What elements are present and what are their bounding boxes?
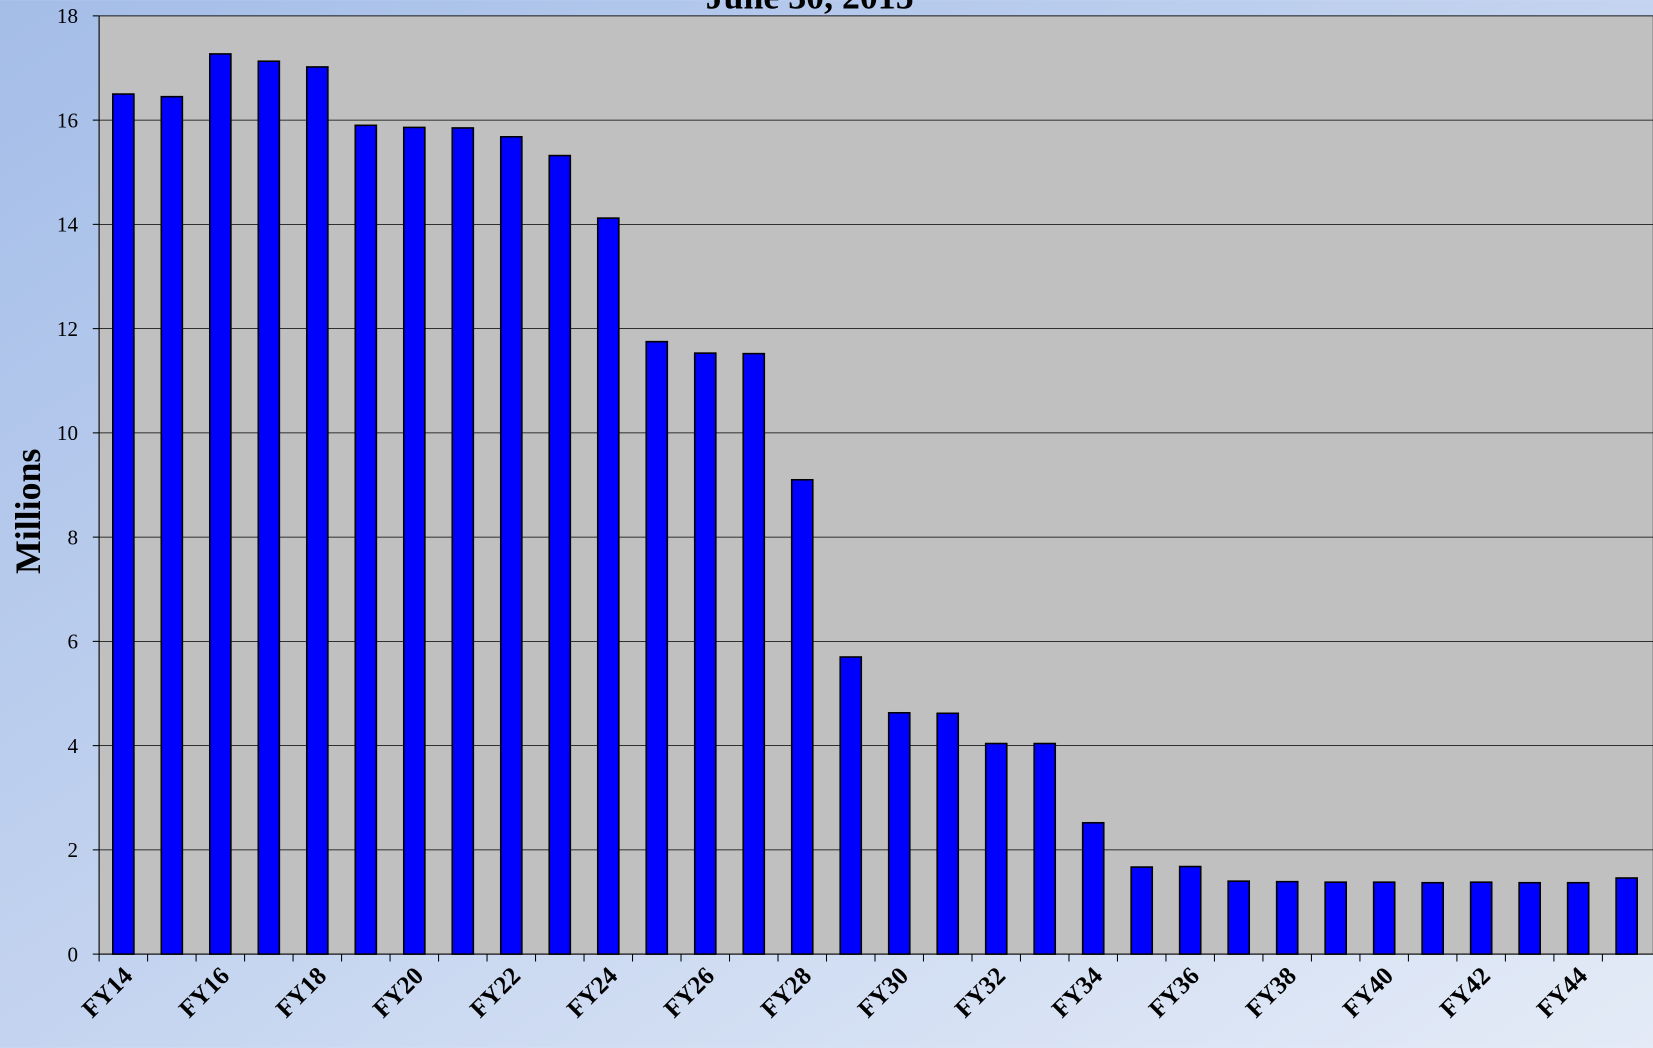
bar	[1178, 865, 1202, 955]
bar	[645, 340, 669, 955]
bar	[1615, 877, 1638, 955]
bar	[1081, 821, 1105, 955]
bar	[305, 66, 329, 955]
y-tick-label: 16	[57, 109, 78, 133]
bar	[742, 352, 766, 955]
bar	[693, 352, 717, 955]
y-tick-label: 8	[67, 525, 78, 549]
bar	[112, 93, 135, 955]
bar	[790, 478, 814, 955]
bar	[1033, 742, 1057, 955]
y-tick-label: 4	[67, 734, 78, 758]
bar	[257, 60, 281, 955]
bar	[402, 126, 426, 955]
bar	[1324, 881, 1348, 955]
y-tick-label: 10	[57, 421, 78, 445]
bar	[1275, 880, 1299, 955]
bar	[1566, 881, 1590, 955]
y-axis-label: Millions	[8, 449, 48, 574]
y-tick-label: 14	[57, 213, 79, 237]
bar	[596, 217, 620, 955]
bar	[451, 127, 475, 955]
bar	[1421, 881, 1445, 955]
bar	[208, 53, 232, 955]
y-tick-label: 18	[57, 4, 78, 28]
bar	[936, 712, 960, 955]
chart-title: June 30, 2015	[706, 0, 914, 16]
bar	[1372, 881, 1396, 955]
plot-area	[98, 15, 1653, 955]
bar	[1227, 880, 1251, 955]
bar	[984, 742, 1008, 955]
bar	[1469, 881, 1493, 955]
y-tick-label: 2	[67, 838, 78, 862]
bar	[499, 136, 523, 955]
bar	[354, 124, 378, 955]
y-tick-label: 0	[67, 942, 78, 966]
bar	[887, 711, 911, 955]
bar	[160, 95, 184, 955]
bar	[839, 656, 863, 955]
y-tick-label: 6	[67, 630, 78, 654]
bar	[1130, 866, 1154, 955]
y-tick-label: 12	[57, 317, 78, 341]
bar	[1518, 881, 1541, 955]
bar	[548, 154, 572, 955]
